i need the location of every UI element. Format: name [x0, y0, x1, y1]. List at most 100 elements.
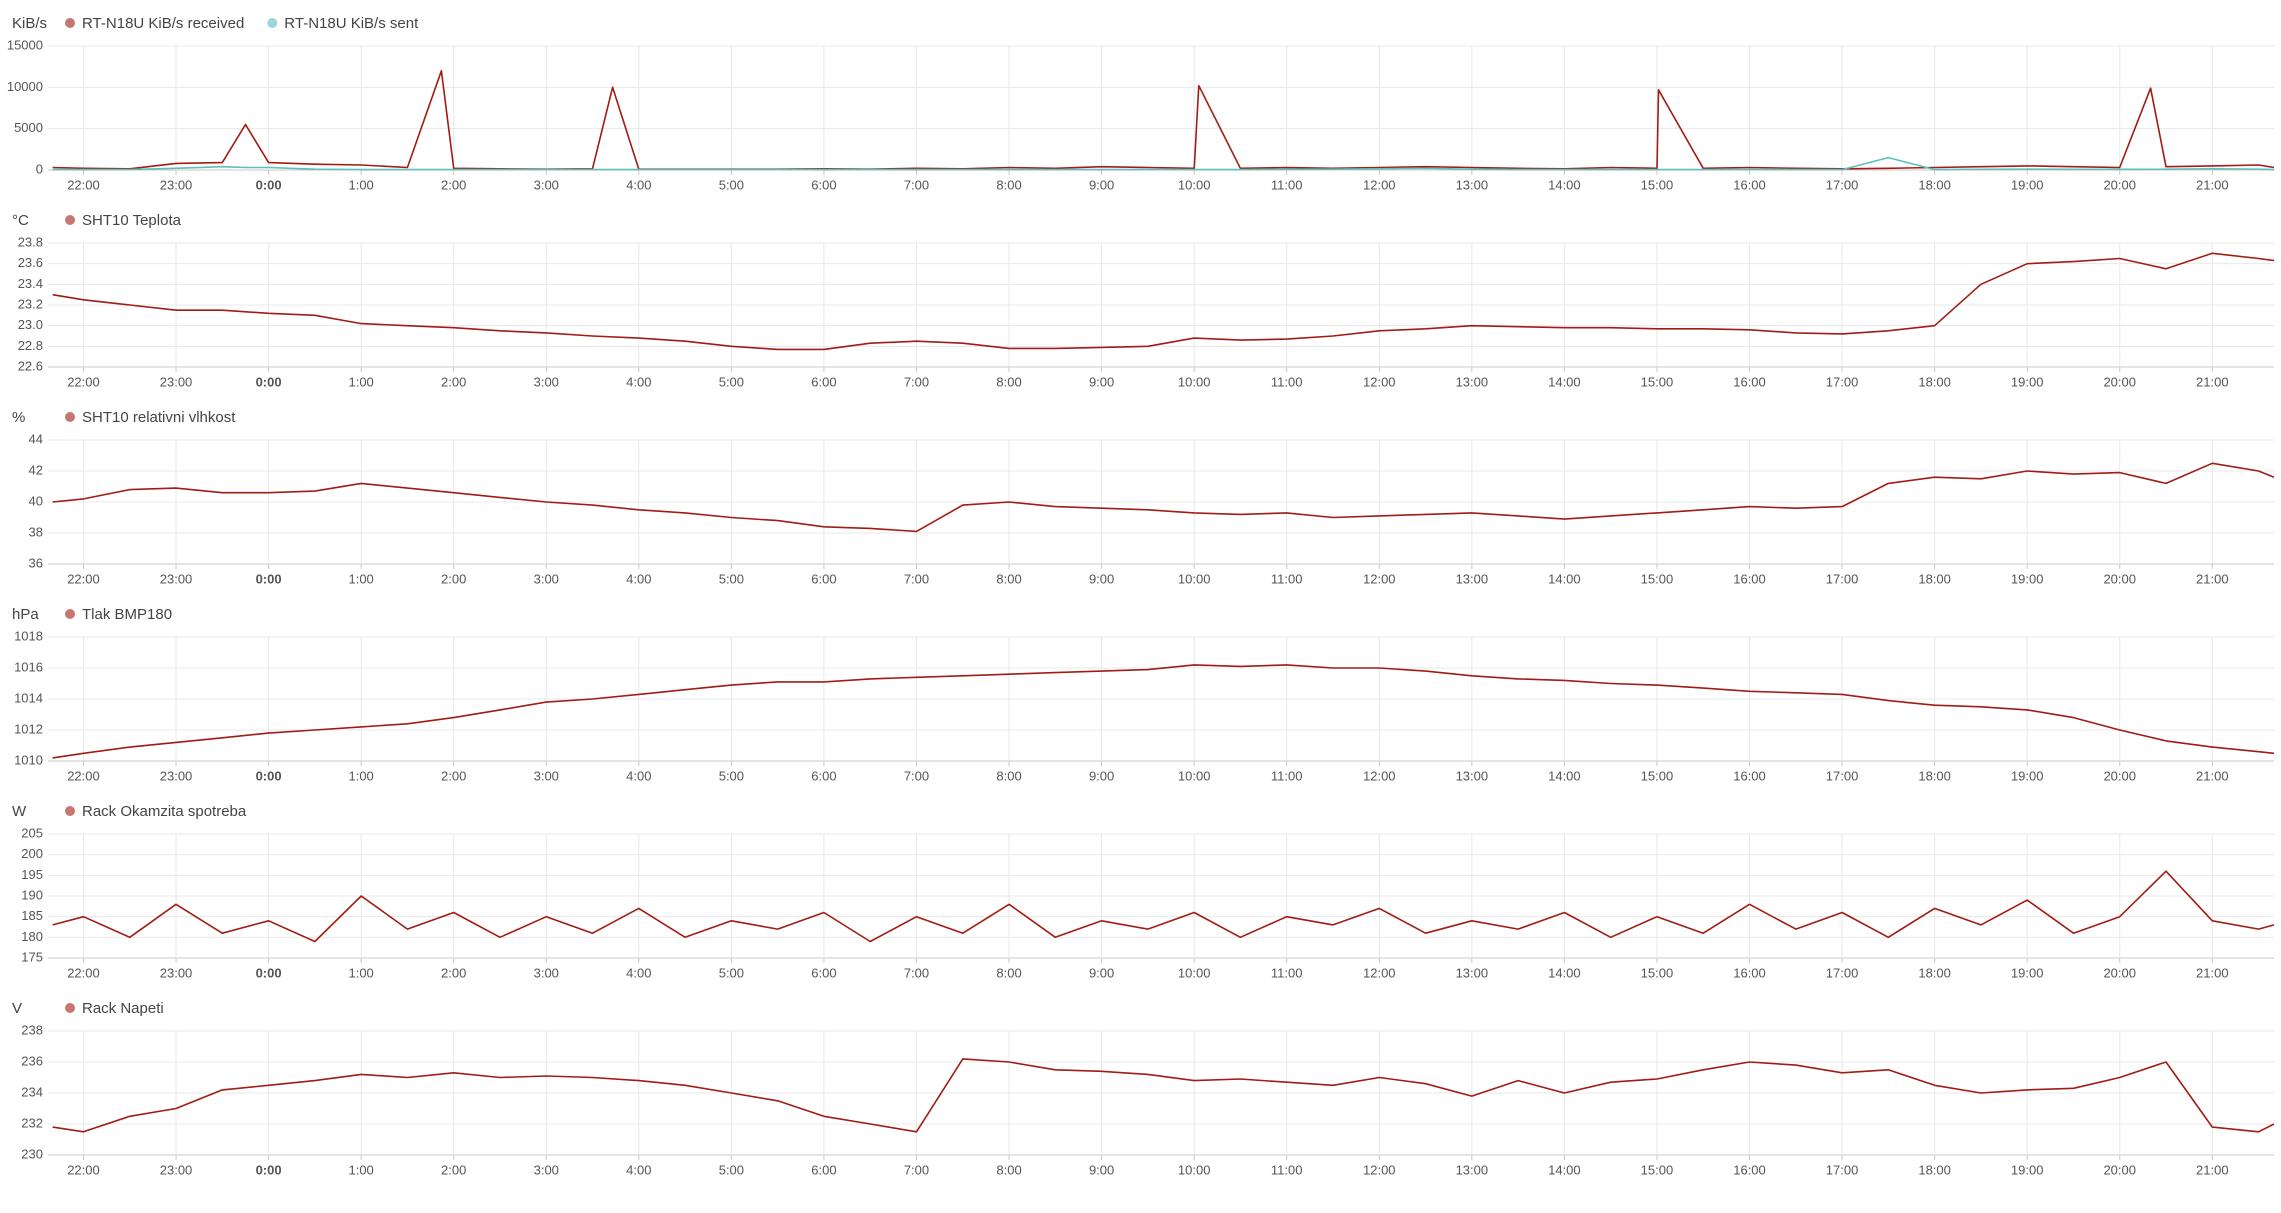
x-tick-label: 23:00	[160, 571, 193, 586]
legend-label: Rack Napeti	[82, 1000, 164, 1017]
x-tick-label: 2:00	[441, 965, 466, 980]
x-tick-label: 5:00	[719, 1162, 744, 1177]
x-tick-label: 15:00	[1641, 177, 1674, 192]
legend-marker	[65, 806, 75, 816]
y-tick-label: 23.6	[18, 255, 43, 270]
x-tick-label: 20:00	[2103, 965, 2136, 980]
y-unit-label: V	[12, 1000, 22, 1017]
x-tick-label: 18:00	[1918, 374, 1951, 389]
y-tick-label: 23.8	[18, 234, 43, 249]
x-tick-label: 20:00	[2103, 177, 2136, 192]
x-tick-label: 20:00	[2103, 1162, 2136, 1177]
x-tick-label: 12:00	[1363, 1162, 1396, 1177]
legend-marker	[65, 609, 75, 619]
x-tick-label: 12:00	[1363, 571, 1396, 586]
x-tick-label: 23:00	[160, 374, 193, 389]
y-tick-label: 23.2	[18, 296, 43, 311]
y-tick-label: 15000	[7, 37, 43, 52]
x-tick-label: 19:00	[2011, 965, 2044, 980]
x-tick-label: 14:00	[1548, 374, 1581, 389]
x-tick-label: 14:00	[1548, 768, 1581, 783]
y-tick-label: 40	[29, 493, 43, 508]
y-tick-label: 5000	[14, 120, 43, 135]
x-tick-label: 16:00	[1733, 1162, 1766, 1177]
x-tick-label: 10:00	[1178, 1162, 1211, 1177]
series-line	[52, 252, 2275, 351]
x-tick-label: 21:00	[2196, 768, 2229, 783]
y-tick-label: 22.8	[18, 338, 43, 353]
y-tick-label: 180	[21, 929, 43, 944]
x-tick-label: 14:00	[1548, 965, 1581, 980]
y-tick-label: 23.0	[18, 317, 43, 332]
series-line	[52, 462, 2275, 533]
legend-label: Rack Okamzita spotreba	[82, 803, 247, 820]
x-tick-label: 1:00	[348, 965, 373, 980]
x-tick-label: 0:00	[256, 177, 282, 192]
x-tick-label: 6:00	[811, 177, 836, 192]
x-tick-label: 23:00	[160, 1162, 193, 1177]
x-tick-label: 7:00	[904, 177, 929, 192]
x-tick-label: 6:00	[811, 1162, 836, 1177]
y-tick-label: 175	[21, 949, 43, 964]
x-tick-label: 3:00	[534, 177, 559, 192]
x-tick-label: 4:00	[626, 571, 651, 586]
x-tick-label: 13:00	[1456, 374, 1489, 389]
x-tick-label: 0:00	[256, 1162, 282, 1177]
x-tick-label: 13:00	[1456, 965, 1489, 980]
legend-label: RT-N18U KiB/s received	[82, 15, 244, 32]
x-tick-label: 12:00	[1363, 965, 1396, 980]
y-unit-label: KiB/s	[12, 15, 47, 32]
x-tick-label: 1:00	[348, 374, 373, 389]
x-tick-label: 22:00	[67, 374, 100, 389]
x-tick-label: 1:00	[348, 177, 373, 192]
x-tick-label: 16:00	[1733, 965, 1766, 980]
x-tick-label: 6:00	[811, 768, 836, 783]
x-tick-label: 5:00	[719, 571, 744, 586]
series-line	[52, 70, 2275, 170]
x-tick-label: 0:00	[256, 374, 282, 389]
x-tick-label: 7:00	[904, 571, 929, 586]
x-tick-label: 11:00	[1271, 571, 1303, 586]
x-tick-label: 18:00	[1918, 1162, 1951, 1177]
x-tick-label: 22:00	[67, 768, 100, 783]
x-tick-label: 20:00	[2103, 571, 2136, 586]
chart-panel: % SHT10 relativni vlhkost 36 38 40 42 44 22:00 2…	[12, 409, 2275, 586]
x-tick-label: 16:00	[1733, 374, 1766, 389]
x-tick-label: 5:00	[719, 177, 744, 192]
x-tick-label: 2:00	[441, 571, 466, 586]
x-tick-label: 3:00	[534, 1162, 559, 1177]
x-tick-label: 13:00	[1456, 177, 1489, 192]
y-tick-label: 36	[29, 555, 43, 570]
x-tick-label: 9:00	[1089, 177, 1114, 192]
legend-label: SHT10 Teplota	[82, 212, 182, 229]
x-tick-label: 0:00	[256, 965, 282, 980]
legend-marker	[65, 412, 75, 422]
x-tick-label: 0:00	[256, 768, 282, 783]
y-tick-label: 195	[21, 867, 43, 882]
y-unit-label: °C	[12, 212, 29, 229]
x-tick-label: 8:00	[996, 1162, 1021, 1177]
x-tick-label: 19:00	[2011, 571, 2044, 586]
y-unit-label: hPa	[12, 606, 39, 623]
x-tick-label: 19:00	[2011, 768, 2044, 783]
x-tick-label: 4:00	[626, 177, 651, 192]
y-tick-label: 232	[21, 1115, 43, 1130]
y-tick-label: 1016	[14, 659, 43, 674]
x-tick-label: 20:00	[2103, 374, 2136, 389]
x-tick-label: 10:00	[1178, 374, 1211, 389]
x-tick-label: 12:00	[1363, 177, 1396, 192]
y-tick-label: 23.4	[18, 276, 43, 291]
x-tick-label: 9:00	[1089, 571, 1114, 586]
x-tick-label: 13:00	[1456, 1162, 1489, 1177]
x-tick-label: 4:00	[626, 374, 651, 389]
legend-label: SHT10 relativni vlhkost	[82, 409, 236, 426]
y-tick-label: 38	[29, 524, 43, 539]
x-tick-label: 18:00	[1918, 177, 1951, 192]
x-tick-label: 16:00	[1733, 571, 1766, 586]
chart-panel: hPa Tlak BMP180 1010 1012 1014 1016 1018 22:00 2…	[12, 606, 2275, 783]
y-tick-label: 205	[21, 825, 43, 840]
x-tick-label: 4:00	[626, 965, 651, 980]
y-unit-label: W	[12, 803, 27, 820]
y-unit-label: %	[12, 409, 25, 426]
x-tick-label: 10:00	[1178, 177, 1211, 192]
